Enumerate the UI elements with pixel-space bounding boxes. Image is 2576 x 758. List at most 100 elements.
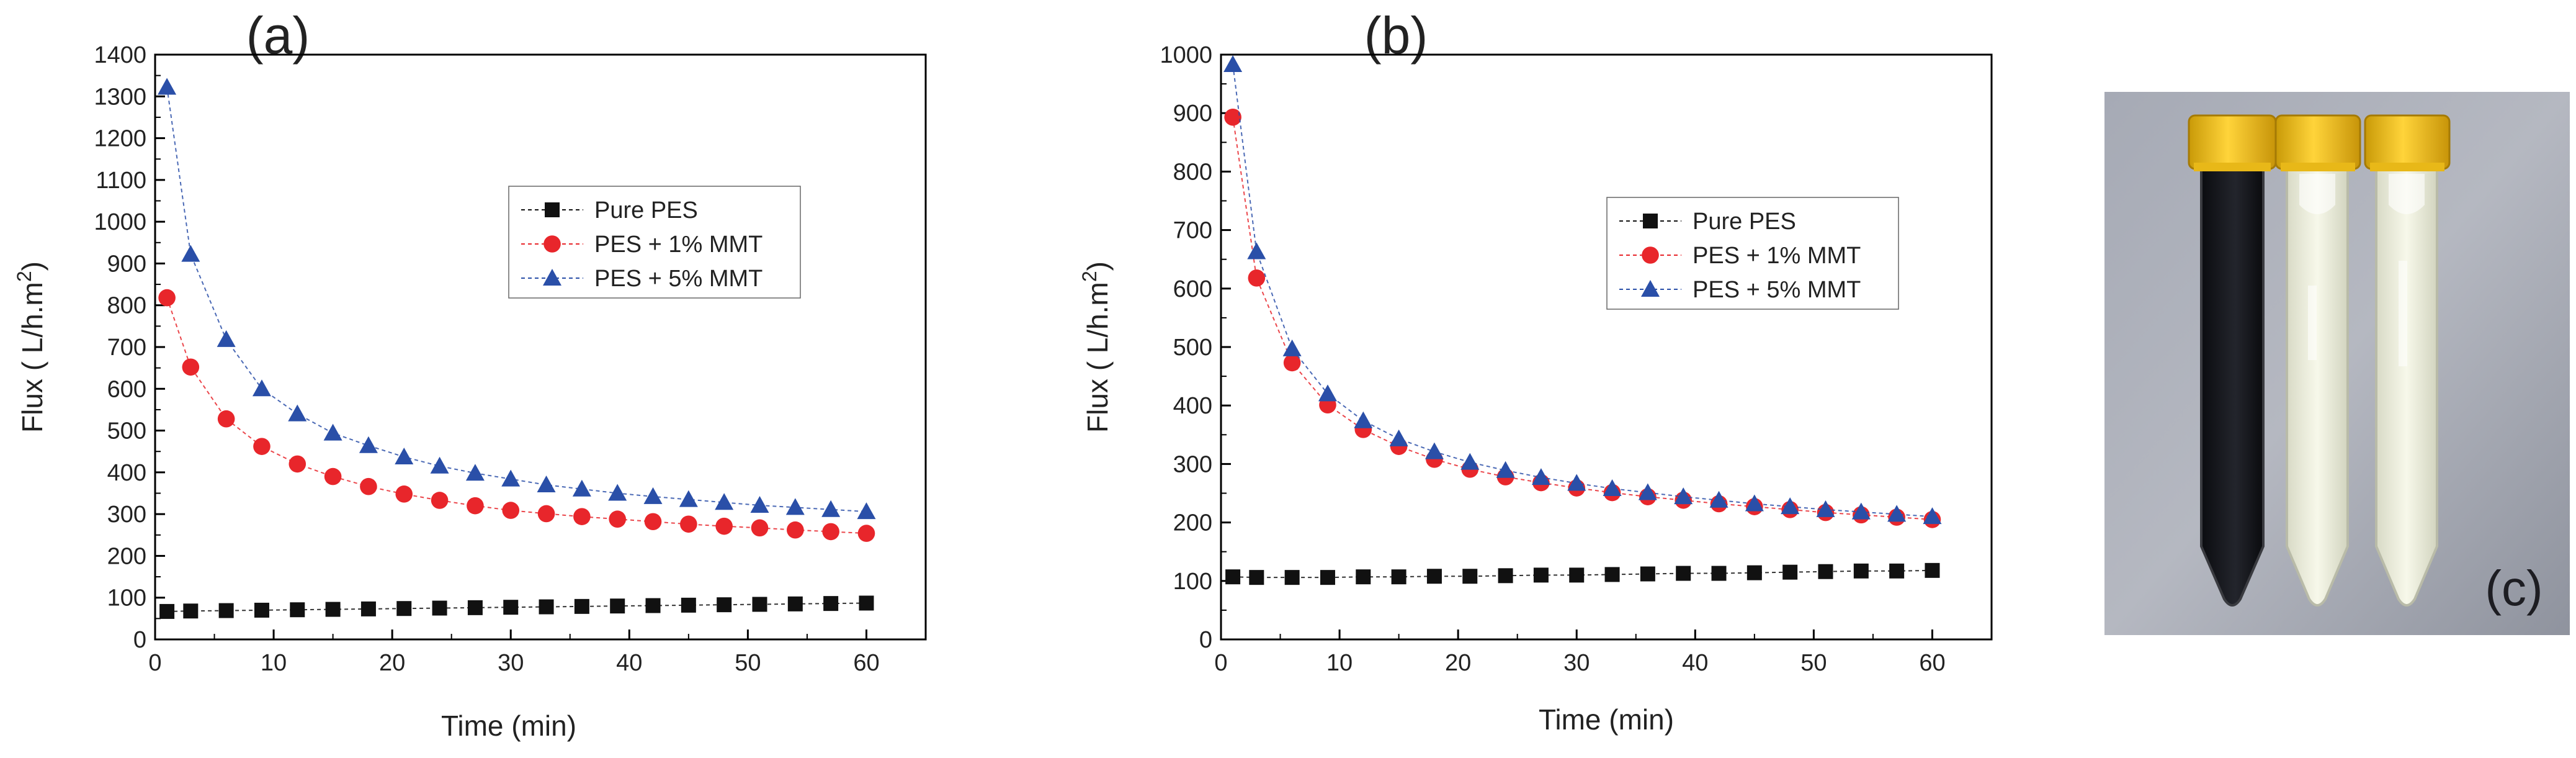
data-point xyxy=(750,496,769,513)
legend-marker xyxy=(543,235,561,253)
panel-b-x-axis-title: Time (min) xyxy=(1539,703,1674,736)
x-tick-label: 50 xyxy=(1800,650,1827,676)
y-tick-label: 300 xyxy=(1173,451,1212,477)
data-point xyxy=(715,517,733,535)
data-point xyxy=(752,597,767,612)
data-point xyxy=(680,515,697,533)
data-point xyxy=(608,484,627,501)
data-point xyxy=(857,502,876,520)
chart-panel-b: (b) 0 100 200 300 400 500 600 700 800 900 1000 0 10… xyxy=(1078,6,1993,736)
data-point xyxy=(1223,55,1243,73)
chart-panel-a: (a) 010020030040050060070080090010001100… xyxy=(13,6,927,742)
legend-label: PES + 1% MMT xyxy=(1693,243,1861,269)
tube-clear-2-meniscus xyxy=(2389,174,2425,214)
data-point xyxy=(573,508,591,525)
data-point xyxy=(1424,442,1444,459)
tube-dark xyxy=(2188,114,2277,607)
data-point xyxy=(181,245,200,262)
data-point xyxy=(1676,566,1691,581)
legend-label: PES + 5% MMT xyxy=(1693,277,1861,303)
data-point xyxy=(1745,494,1764,512)
data-point xyxy=(431,492,449,509)
data-point xyxy=(1320,570,1335,585)
data-point xyxy=(1889,563,1905,579)
data-point xyxy=(1603,479,1622,496)
data-point xyxy=(359,436,378,453)
panel-b-y-axis-title: Flux ( L/h.m2) xyxy=(1078,261,1114,433)
data-point xyxy=(610,598,625,614)
y-tick-label: 700 xyxy=(107,335,146,361)
data-point xyxy=(1354,411,1373,428)
data-point xyxy=(1925,562,1940,578)
x-tick-label: 0 xyxy=(1214,650,1227,676)
data-point xyxy=(432,600,447,616)
data-point xyxy=(1711,566,1727,581)
data-point xyxy=(1225,569,1241,585)
data-point xyxy=(572,479,591,497)
x-tick-label: 40 xyxy=(1682,650,1708,676)
data-point xyxy=(1781,497,1800,515)
y-tick-label: 800 xyxy=(107,293,146,319)
panel-a-y-axis-title: Flux ( L/h.m2) xyxy=(13,261,48,433)
data-point xyxy=(1249,570,1264,585)
data-point xyxy=(715,493,734,510)
panel-b-y-axis: 0 100 200 300 400 500 600 700 800 900 1000 xyxy=(1160,42,1231,653)
data-point xyxy=(822,523,839,541)
data-point xyxy=(288,404,307,422)
legend-label: PES + 1% MMT xyxy=(594,232,763,258)
data-point xyxy=(1283,354,1301,372)
data-point xyxy=(644,513,662,531)
data-point xyxy=(1282,339,1302,356)
tube-clear-2-body xyxy=(2375,165,2438,607)
tube-dark-cap-rim xyxy=(2194,163,2271,171)
y-tick-label: 600 xyxy=(1173,276,1212,302)
tube-clear-1-cap xyxy=(2274,114,2361,170)
panel-b-x-axis: 0 10 20 30 40 50 60 xyxy=(1214,629,1946,676)
data-point xyxy=(1224,108,1241,126)
data-point xyxy=(821,500,841,517)
x-tick-label: 50 xyxy=(735,650,761,676)
data-point xyxy=(158,289,176,307)
panel-b-legend: Pure PES PES + 1% MMT PES + 5% MMT xyxy=(1606,197,1899,310)
legend-label: Pure PES xyxy=(594,197,698,223)
x-tick-label: 10 xyxy=(261,650,287,676)
panel-a-series-group xyxy=(158,78,876,619)
y-tick-label: 1000 xyxy=(1160,42,1212,68)
data-point xyxy=(467,497,484,515)
data-point xyxy=(1782,564,1798,580)
legend-marker xyxy=(545,202,560,217)
tube-clear-1-meniscus xyxy=(2299,174,2335,214)
y-tick-label: 500 xyxy=(1173,335,1212,361)
data-point xyxy=(430,456,449,474)
data-point xyxy=(1247,242,1266,259)
data-point xyxy=(1356,569,1371,585)
data-point xyxy=(1816,500,1835,517)
series-line xyxy=(1232,117,1933,520)
data-point xyxy=(859,595,874,611)
legend-marker xyxy=(1642,246,1659,264)
data-point xyxy=(159,603,175,619)
x-tick-label: 20 xyxy=(1445,650,1471,676)
y-tick-label: 500 xyxy=(107,418,146,444)
data-point xyxy=(1640,566,1655,582)
panel-a-legend: Pure PES PES + 1% MMT PES + 5% MMT xyxy=(508,186,801,299)
data-point xyxy=(1389,429,1408,446)
y-tick-label: 1100 xyxy=(96,168,146,194)
data-point xyxy=(360,477,377,495)
series-triangle xyxy=(1223,55,1942,525)
y-tick-label: 0 xyxy=(1199,627,1212,653)
data-point xyxy=(1851,502,1871,520)
panel-b-label: (b) xyxy=(1364,6,1428,65)
photo-panel-c: (c) xyxy=(2104,92,2570,635)
data-point xyxy=(1567,474,1586,491)
data-point xyxy=(1248,269,1266,287)
data-point xyxy=(1498,568,1513,584)
data-point xyxy=(325,602,341,617)
tube-clear-1-label-mark xyxy=(2308,286,2317,360)
tube-dark-body xyxy=(2200,165,2265,607)
data-point xyxy=(465,464,485,481)
panel-a-x-axis: 0 10 20 30 40 50 60 xyxy=(148,629,880,676)
data-point xyxy=(183,603,199,619)
panel-c-label: (c) xyxy=(2485,561,2542,616)
